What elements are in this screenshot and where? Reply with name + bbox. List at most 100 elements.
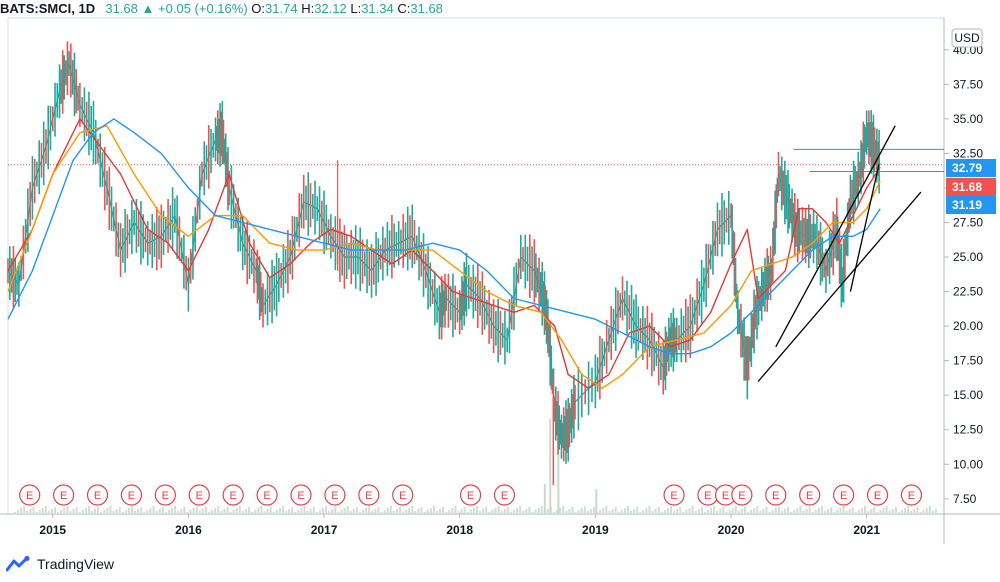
volume-bar	[700, 507, 703, 514]
earnings-marker-icon	[188, 484, 210, 506]
volume-bar	[32, 507, 35, 514]
volume-bar	[38, 510, 41, 514]
earnings-marker-icon	[120, 484, 143, 506]
volume-bar	[525, 509, 528, 514]
volume-bar	[118, 507, 121, 514]
volume-bar	[352, 509, 355, 514]
earnings-marker-label: E	[60, 490, 67, 502]
earnings-marker-label: E	[908, 490, 915, 502]
volume-bar	[697, 509, 700, 514]
volume-bar	[269, 507, 272, 514]
volume-bar	[192, 508, 195, 514]
volume-bar	[808, 507, 811, 514]
volume-bar	[562, 506, 565, 514]
open-value: 31.74	[265, 1, 298, 16]
volume-bar	[414, 511, 417, 514]
volume-bar	[617, 512, 620, 514]
volume-bar	[873, 507, 876, 514]
volume-bar	[645, 508, 648, 514]
volume-bar	[340, 510, 343, 514]
volume-bar	[241, 511, 244, 514]
volume-bar	[238, 506, 241, 514]
y-tick-label: 22.50	[953, 285, 983, 299]
volume-bar	[500, 511, 503, 514]
volume-bar	[534, 510, 537, 514]
volume-bar	[894, 507, 897, 514]
price-tag	[946, 178, 996, 196]
y-tick-label: 20.00	[953, 319, 983, 333]
volume-bar	[460, 509, 463, 514]
earnings-marker-icon	[866, 484, 889, 506]
close-label: C:	[397, 1, 411, 16]
volume-bar	[586, 511, 589, 514]
volume-bar	[722, 507, 725, 514]
volume-bar	[63, 508, 66, 514]
volume-bar	[728, 510, 731, 514]
up-arrow-icon: ▲	[141, 1, 155, 16]
footer-brand[interactable]: TradingView	[6, 553, 114, 575]
earnings-marker-icon	[222, 484, 244, 506]
volume-bar	[765, 507, 768, 514]
volume-bar	[423, 512, 426, 514]
volume-bar	[519, 506, 522, 514]
volume-bar	[620, 510, 623, 514]
volume-bar	[214, 508, 217, 514]
price-change: +0.05 (+0.16%)	[158, 1, 248, 16]
volume-bar	[121, 512, 124, 514]
volume-bar	[285, 511, 288, 514]
volume-bar	[349, 511, 352, 514]
volume-bar	[531, 512, 534, 514]
volume-bar	[72, 509, 75, 514]
volume-bar	[925, 508, 928, 514]
volume-bar	[861, 508, 863, 514]
earnings-marker-label: E	[26, 490, 33, 502]
volume-bar	[670, 506, 673, 514]
volume-bar	[211, 510, 214, 514]
volume-bar	[392, 511, 395, 514]
volume-bar	[41, 508, 44, 514]
volume-bar	[660, 512, 663, 514]
volume-bar	[472, 508, 475, 514]
volume-bar	[368, 506, 371, 514]
volume-bar	[805, 509, 808, 514]
volume-bar	[365, 508, 368, 514]
volume-bar	[682, 512, 685, 514]
y-tick-label: 27.50	[953, 215, 983, 229]
volume-bar	[426, 510, 429, 514]
earnings-marker-icon	[154, 484, 176, 506]
volume-bar	[309, 509, 312, 514]
volume-bar	[137, 509, 140, 514]
volume-bar	[149, 508, 152, 514]
earnings-marker-label: E	[501, 490, 508, 502]
currency-box	[951, 28, 983, 48]
volume-bar	[479, 511, 482, 514]
series-ma20	[7, 118, 881, 389]
volume-bar	[35, 512, 38, 514]
price-chart[interactable]: 40.0037.5035.0032.5030.0027.5025.0022.50…	[0, 0, 1000, 552]
high-value: 32.12	[314, 1, 347, 16]
volume-bar	[362, 510, 365, 514]
volume-bar	[57, 512, 60, 514]
volume-bar	[109, 506, 112, 514]
volume-bar	[799, 506, 802, 514]
volume-bar	[235, 508, 238, 514]
volume-bar	[257, 508, 260, 514]
volume-bar	[272, 512, 275, 514]
y-tick-label: 7.50	[953, 492, 977, 506]
volume-bar	[297, 510, 300, 514]
volume-bar	[836, 510, 839, 514]
earnings-marker-label: E	[297, 490, 304, 502]
x-tick-label: 2017	[311, 523, 338, 537]
volume-bar	[395, 509, 398, 514]
volume-bar	[784, 509, 786, 514]
volume-bar	[29, 509, 32, 514]
symbol-label[interactable]: BATS:SMCI, 1D	[0, 1, 96, 16]
earnings-marker-label: E	[772, 490, 779, 502]
earnings-marker-label: E	[331, 490, 338, 502]
volume-bar	[651, 511, 654, 514]
volume-bar	[928, 506, 931, 514]
volume-bar	[842, 506, 845, 514]
volume-bar	[494, 508, 497, 514]
volume-bar	[245, 509, 247, 514]
volume-bar	[325, 506, 328, 514]
